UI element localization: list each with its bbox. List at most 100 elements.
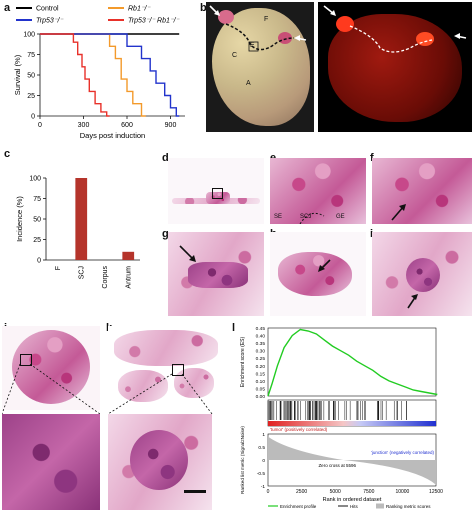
histology-k-zoom — [108, 414, 212, 510]
y-tick-label: 50 — [33, 217, 41, 224]
panel-letter-g: g — [162, 228, 169, 240]
es-tick-label: 0.25 — [256, 356, 266, 362]
x-tick-label: 900 — [165, 122, 177, 129]
region-label-f: F — [264, 16, 269, 23]
j-zoom-lines — [2, 363, 100, 415]
region-label-a: A — [246, 80, 251, 87]
es-frame — [267, 327, 437, 397]
f-arrow — [391, 204, 406, 221]
b-arrows — [209, 5, 467, 41]
tumor-spot-left — [218, 10, 234, 24]
region-label-e: E — [250, 42, 255, 49]
y-tick-label: 50 — [27, 73, 35, 80]
panel-letter-b: b — [200, 2, 207, 14]
bar-scj — [75, 178, 88, 260]
histology-k-overview — [108, 326, 226, 410]
k-metastasis — [130, 430, 188, 490]
gsea-plot: 0.45 0.400.35 0.300.25 0.200.15 0.100.05 0.00… — [240, 326, 443, 509]
positive-label: 'tumor' (positively correlated) — [270, 427, 328, 432]
y-axis-label: Incidence (%) — [15, 196, 24, 242]
scale-bar — [184, 490, 206, 493]
x-tick-label: Antrum — [125, 266, 132, 289]
enrichment-profile-line — [267, 328, 438, 397]
k-inset-box — [172, 364, 184, 376]
y-tick-label: 75 — [33, 196, 41, 203]
es-tick-label: 0.30 — [256, 349, 266, 355]
stomach-tissue — [212, 8, 310, 126]
g-arrow — [179, 245, 196, 262]
fluorescence-photo — [318, 2, 472, 132]
y-axis-label: Survival (%) — [13, 54, 22, 95]
es-tick-label: 0.40 — [256, 334, 266, 340]
rank-color-bar — [268, 421, 436, 426]
j-tumor-section — [12, 330, 90, 404]
k-lobe-left — [118, 370, 168, 402]
k-lobe-top — [114, 330, 218, 366]
histology-i — [372, 232, 472, 316]
es-tick-label: 0.00 — [256, 394, 266, 400]
y-tick-label: 0 — [37, 258, 41, 265]
es-tick-label: 0.10 — [256, 379, 266, 385]
legend-label-trp53: Trp53⁻/⁻ — [36, 18, 64, 25]
histology-e: SE SCJ GE — [270, 158, 366, 224]
x-tick-label: 10000 — [395, 489, 409, 495]
series-line-trp53 — [40, 33, 180, 117]
incidence-chart: 0 25 50 75 100 Incidence (%) F SCJ Corpus Antrum — [15, 176, 140, 289]
legend-label-rb1: Rb1⁻/⁻ — [128, 6, 151, 13]
x-tick-label: 7500 — [363, 489, 374, 495]
x-axis-label: Days post induction — [80, 131, 145, 140]
j-inset-box — [20, 354, 32, 366]
panel-letter-a: a — [4, 2, 11, 14]
histology-d — [168, 158, 264, 224]
gross-stomach-photo: F E C A — [206, 2, 314, 132]
metric-area-positive — [268, 436, 344, 460]
tomato-spot-left — [336, 16, 354, 32]
i-nodule — [406, 258, 440, 292]
k-zoom-lines — [108, 373, 213, 415]
junction-dashed — [299, 212, 325, 224]
x-tick-label: 5000 — [330, 489, 341, 495]
legend-swatch-metric — [376, 503, 384, 509]
x-tick-label: 0 — [267, 489, 270, 495]
y-tick-label: 100 — [29, 176, 41, 183]
x-tick-label: F — [55, 266, 62, 270]
fluor-dashed-line — [349, 25, 433, 53]
series-line-trp53_rb1 — [40, 33, 110, 117]
panel-letter-c: c — [4, 148, 11, 160]
inset-box — [212, 188, 223, 199]
h-tissue — [278, 252, 352, 296]
y-tick-label: 25 — [33, 237, 41, 244]
histology-j-zoom — [2, 414, 100, 510]
zero-cross-label: Zero cross at 5596 — [318, 463, 356, 468]
y-tick-label: 100 — [23, 32, 35, 39]
x-tick-label: 300 — [78, 122, 90, 129]
negative-label: 'junction' (negatively correlated) — [371, 450, 435, 455]
metric-tick-label: 0 — [262, 458, 265, 464]
x-tick-label: SCJ — [78, 266, 85, 279]
i-arrow — [407, 294, 418, 309]
k-lobe-right — [174, 368, 214, 398]
x-tick-label: 2500 — [296, 489, 307, 495]
label-se: SE — [274, 214, 283, 220]
scj-dashed-line — [225, 23, 295, 52]
metric-tick-label: -0.5 — [257, 471, 266, 477]
panel-letter-i: i — [370, 228, 373, 240]
x-tick-label: 600 — [121, 122, 133, 129]
panel-letter-f: f — [370, 152, 374, 164]
metric-axis-label: Ranked list metric (Signal2Noise) — [240, 426, 245, 494]
panel-letter-d: d — [162, 152, 169, 164]
survival-chart: 0 25 50 75 100 0 300 600 900 Days post induction S… — [13, 6, 185, 140]
metric-area-negative — [343, 460, 436, 485]
x-axis-label: Rank in ordered dataset — [323, 497, 382, 503]
metric-tick-label: 0.5 — [258, 445, 265, 451]
y-tick-label: 75 — [27, 52, 35, 59]
region-label-c: C — [232, 52, 238, 59]
legend-label-control: Control — [36, 6, 59, 13]
es-tick-label: 0.05 — [256, 386, 266, 392]
es-tick-label: 0.35 — [256, 341, 266, 347]
y-tick-label: 0 — [31, 114, 35, 121]
es-tick-label: 0.45 — [256, 326, 266, 332]
x-tick-label: 0 — [38, 122, 42, 129]
es-axis-label: Enrichment score (ES) — [240, 337, 246, 388]
label-scj: SCJ — [300, 214, 312, 220]
